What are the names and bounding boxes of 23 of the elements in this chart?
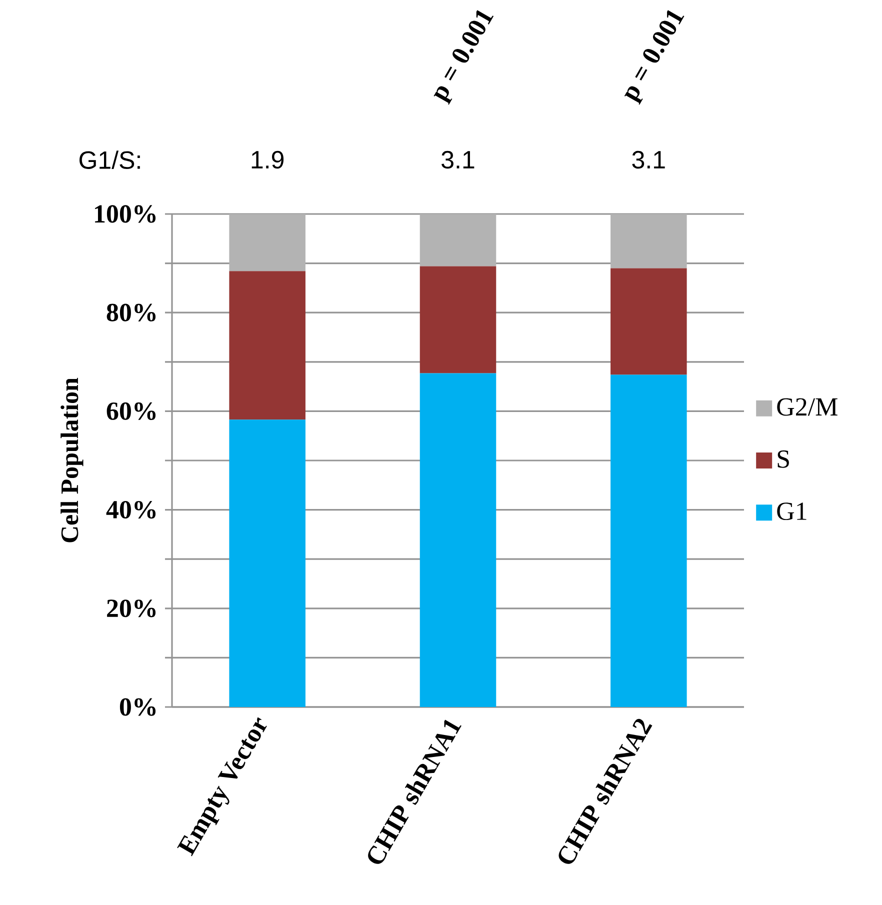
bar (420, 266, 496, 374)
y-tick-label: 0% (120, 698, 156, 716)
y-tick-label: 60% (106, 402, 156, 420)
y-axis-title: Cell Population (60, 378, 84, 542)
text: 3.1 (442, 150, 474, 169)
y-tick-label: 40% (106, 500, 156, 519)
bar (229, 420, 306, 707)
bar (610, 214, 687, 268)
y-tick-label: 20% (107, 600, 156, 618)
bar (610, 268, 687, 375)
bar (420, 214, 496, 266)
bar (420, 373, 496, 707)
bar (229, 271, 306, 420)
legend-label: S (778, 450, 789, 468)
y-tick-label: 100% (95, 205, 156, 223)
y-tick-label: 80% (106, 304, 156, 322)
text: 3.1 (632, 150, 665, 169)
bar (610, 374, 687, 707)
legend-label: G2/M (777, 398, 838, 416)
text: 1.9 (252, 150, 284, 169)
text: G1/S: (80, 150, 140, 169)
legend-label: G1 (777, 502, 806, 520)
bar (229, 214, 306, 272)
